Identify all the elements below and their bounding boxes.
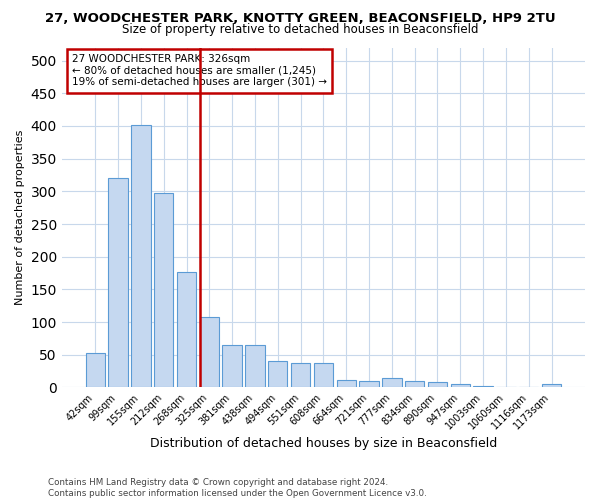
Bar xyxy=(542,384,561,388)
Bar xyxy=(359,381,379,388)
Bar xyxy=(519,387,538,388)
Bar xyxy=(154,194,173,388)
X-axis label: Distribution of detached houses by size in Beaconsfield: Distribution of detached houses by size … xyxy=(150,437,497,450)
Bar xyxy=(451,384,470,388)
Y-axis label: Number of detached properties: Number of detached properties xyxy=(15,130,25,305)
Bar xyxy=(428,382,447,388)
Bar xyxy=(291,363,310,388)
Bar xyxy=(109,178,128,388)
Bar xyxy=(200,317,219,388)
Bar xyxy=(496,387,515,388)
Bar xyxy=(268,362,287,388)
Bar xyxy=(473,386,493,388)
Text: 27, WOODCHESTER PARK, KNOTTY GREEN, BEACONSFIELD, HP9 2TU: 27, WOODCHESTER PARK, KNOTTY GREEN, BEAC… xyxy=(44,12,556,26)
Text: Contains HM Land Registry data © Crown copyright and database right 2024.
Contai: Contains HM Land Registry data © Crown c… xyxy=(48,478,427,498)
Bar xyxy=(405,381,424,388)
Bar xyxy=(314,363,333,388)
Bar xyxy=(245,345,265,388)
Bar xyxy=(131,124,151,388)
Bar xyxy=(337,380,356,388)
Bar xyxy=(223,345,242,388)
Text: 27 WOODCHESTER PARK: 326sqm
← 80% of detached houses are smaller (1,245)
19% of : 27 WOODCHESTER PARK: 326sqm ← 80% of det… xyxy=(72,54,327,88)
Bar xyxy=(177,272,196,388)
Text: Size of property relative to detached houses in Beaconsfield: Size of property relative to detached ho… xyxy=(122,22,478,36)
Bar xyxy=(382,378,401,388)
Bar xyxy=(86,353,105,388)
